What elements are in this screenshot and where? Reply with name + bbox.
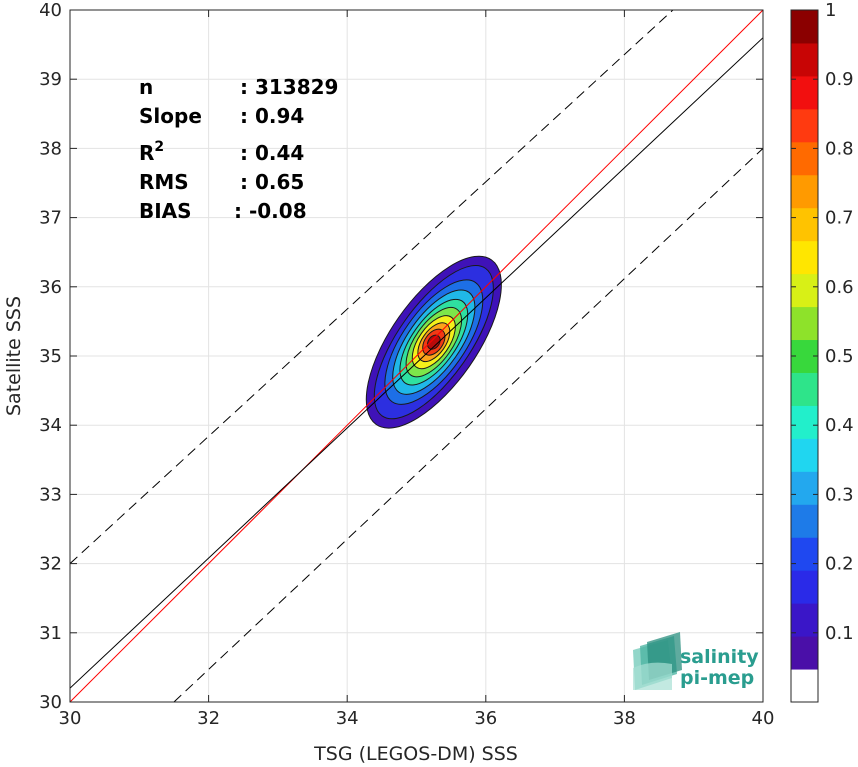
colorbar-segment — [791, 405, 818, 439]
x-axis-ticks: 30 32 34 36 38 40 — [59, 10, 775, 729]
colorbar-segment — [791, 636, 818, 670]
x-tick-label: 34 — [336, 708, 359, 729]
colorbar-segment — [791, 306, 818, 341]
stat-value: : 0.65 — [240, 170, 304, 194]
stat-value: : 0.44 — [240, 141, 304, 165]
colorbar-tick-label: 0.2 — [825, 554, 854, 575]
wave-logo-icon — [633, 632, 682, 690]
y-tick-label: 34 — [39, 415, 62, 436]
stat-value: : 0.94 — [240, 104, 304, 128]
x-tick-label: 38 — [613, 708, 636, 729]
colorbar-tick-label: 0.7 — [825, 208, 854, 229]
statistics-box: n : 313829 Slope : 0.94 R2 : 0.44 RMS : 0.65 BIA… — [139, 75, 338, 223]
colorbar-tick-label: 0.1 — [825, 623, 854, 644]
stat-label: R2 — [139, 139, 164, 165]
colorbar-segment — [791, 603, 818, 637]
reference-lines — [70, 10, 763, 702]
x-tick-label: 36 — [474, 708, 497, 729]
x-axis-title: TSG (LEGOS-DM) SSS — [313, 743, 518, 765]
grid — [70, 10, 763, 702]
y-axis-ticks: 30 31 32 33 34 35 36 37 38 39 40 — [39, 0, 763, 713]
x-tick-label: 32 — [197, 708, 220, 729]
stat-label: Slope — [139, 104, 202, 128]
salinity-pimep-logo: salinity pi-mep — [633, 632, 759, 690]
y-tick-label: 40 — [39, 0, 62, 21]
colorbar-segment — [791, 438, 818, 472]
colorbar-segment — [791, 75, 818, 110]
density-contours — [365, 255, 502, 429]
x-tick-label: 30 — [59, 708, 82, 729]
stat-label: RMS — [139, 170, 189, 194]
colorbar-tick-label: 0.8 — [825, 138, 854, 159]
colorbar-segment — [791, 240, 818, 275]
line-fit — [70, 37, 763, 689]
colorbar-tick-label: 0.3 — [825, 484, 854, 505]
y-tick-label: 39 — [39, 69, 62, 90]
stat-value: : -0.08 — [234, 199, 307, 223]
colorbar-segment — [791, 570, 818, 604]
y-axis-title: Satellite SSS — [3, 296, 25, 416]
line-lower-bound — [173, 148, 763, 702]
contour-level — [427, 334, 441, 350]
colorbar-tick-label: 0.9 — [825, 69, 854, 90]
y-tick-label: 30 — [39, 692, 62, 713]
stat-label: n — [139, 75, 153, 99]
logo-line-2: pi-mep — [680, 667, 754, 689]
colorbar-segment — [791, 207, 818, 242]
y-tick-label: 31 — [39, 623, 62, 644]
y-tick-label: 37 — [39, 208, 62, 229]
colorbar-tick-label: 0.6 — [825, 277, 854, 298]
colorbar-segment — [791, 372, 818, 406]
colorbar-segment — [791, 10, 818, 44]
colorbar-segment — [791, 537, 818, 571]
colorbar-segment — [791, 471, 818, 505]
colorbar-segment — [791, 108, 818, 143]
stat-superscript: 2 — [154, 139, 164, 155]
line-1-1-line — [70, 10, 763, 702]
colorbar-tick-label: 1 — [825, 0, 836, 21]
colorbar-segment — [791, 669, 818, 703]
x-tick-label: 40 — [752, 708, 775, 729]
colorbar: 0.1 0.2 0.3 0.4 0.5 0.6 0.7 0.8 0.9 1 — [790, 0, 854, 703]
y-tick-label: 32 — [39, 554, 62, 575]
y-tick-label: 38 — [39, 138, 62, 159]
colorbar-tick-label: 0.5 — [825, 346, 854, 367]
colorbar-segment — [791, 141, 818, 176]
colorbar-tick-label: 0.4 — [825, 415, 854, 436]
y-tick-label: 36 — [39, 277, 62, 298]
colorbar-segment — [791, 273, 818, 308]
colorbar-segment — [791, 42, 818, 77]
colorbar-segment — [791, 174, 818, 209]
y-tick-label: 35 — [39, 346, 62, 367]
y-tick-label: 33 — [39, 484, 62, 505]
line-upper-bound — [70, 10, 674, 564]
logo-line-1: salinity — [680, 646, 759, 668]
colorbar-segment — [791, 504, 818, 538]
stat-value: : 313829 — [240, 75, 338, 99]
stat-label: BIAS — [139, 199, 192, 223]
